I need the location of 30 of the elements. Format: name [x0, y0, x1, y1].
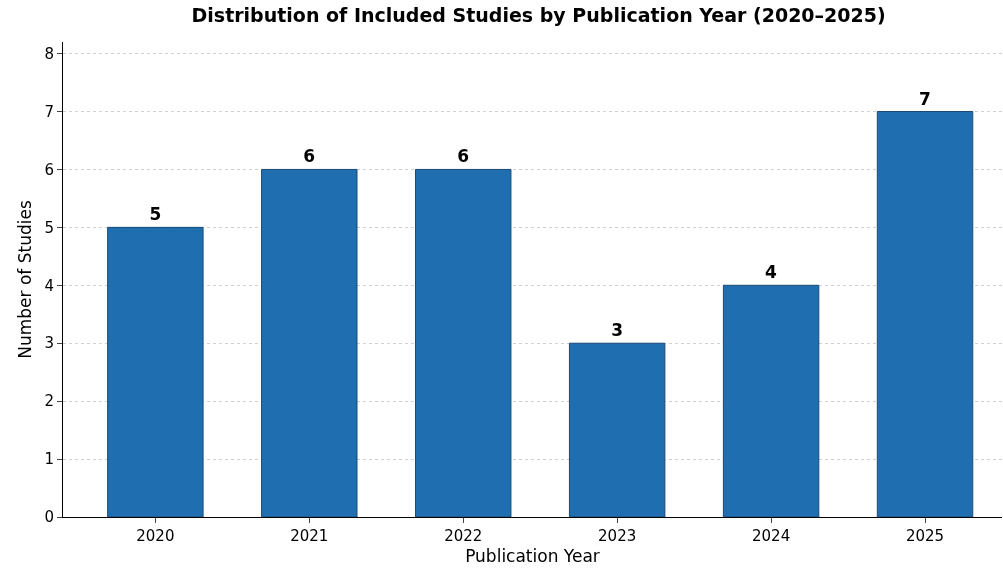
x-tick-label: 2022	[444, 527, 483, 545]
bar	[568, 342, 666, 517]
data-label: 6	[457, 146, 470, 167]
y-tick-label: 3	[44, 334, 54, 353]
y-tick-label: 5	[44, 218, 54, 237]
y-tick-label: 1	[44, 450, 54, 469]
x-tick-label: 2024	[752, 527, 791, 545]
data-label: 3	[611, 320, 624, 341]
y-axis-title: Number of Studies	[15, 200, 35, 359]
data-label: 5	[149, 204, 162, 225]
data-label: 4	[765, 262, 778, 283]
x-tick-label: 2025	[905, 527, 945, 545]
y-tick-label: 4	[44, 276, 54, 295]
y-tick-label: 6	[44, 160, 54, 179]
bar	[261, 168, 358, 517]
y-tick-label: 2	[44, 392, 54, 411]
data-label: 7	[919, 88, 931, 109]
bar	[876, 111, 974, 517]
y-tick-label: 7	[44, 102, 54, 121]
x-tick-label: 2020	[136, 527, 175, 545]
data-label: 6	[303, 146, 316, 167]
bar	[107, 226, 204, 517]
x-axis-title: Publication Year	[465, 546, 600, 567]
x-tick-label: 2021	[290, 527, 329, 545]
y-tick-label: 0	[44, 508, 54, 527]
y-tick-label: 8	[44, 44, 54, 63]
x-tick-label: 2023	[598, 527, 637, 545]
bar	[415, 168, 512, 517]
chart-title: Distribution of Included Studies by Publication Year (2020–2025)	[191, 3, 886, 26]
bar	[722, 284, 820, 517]
